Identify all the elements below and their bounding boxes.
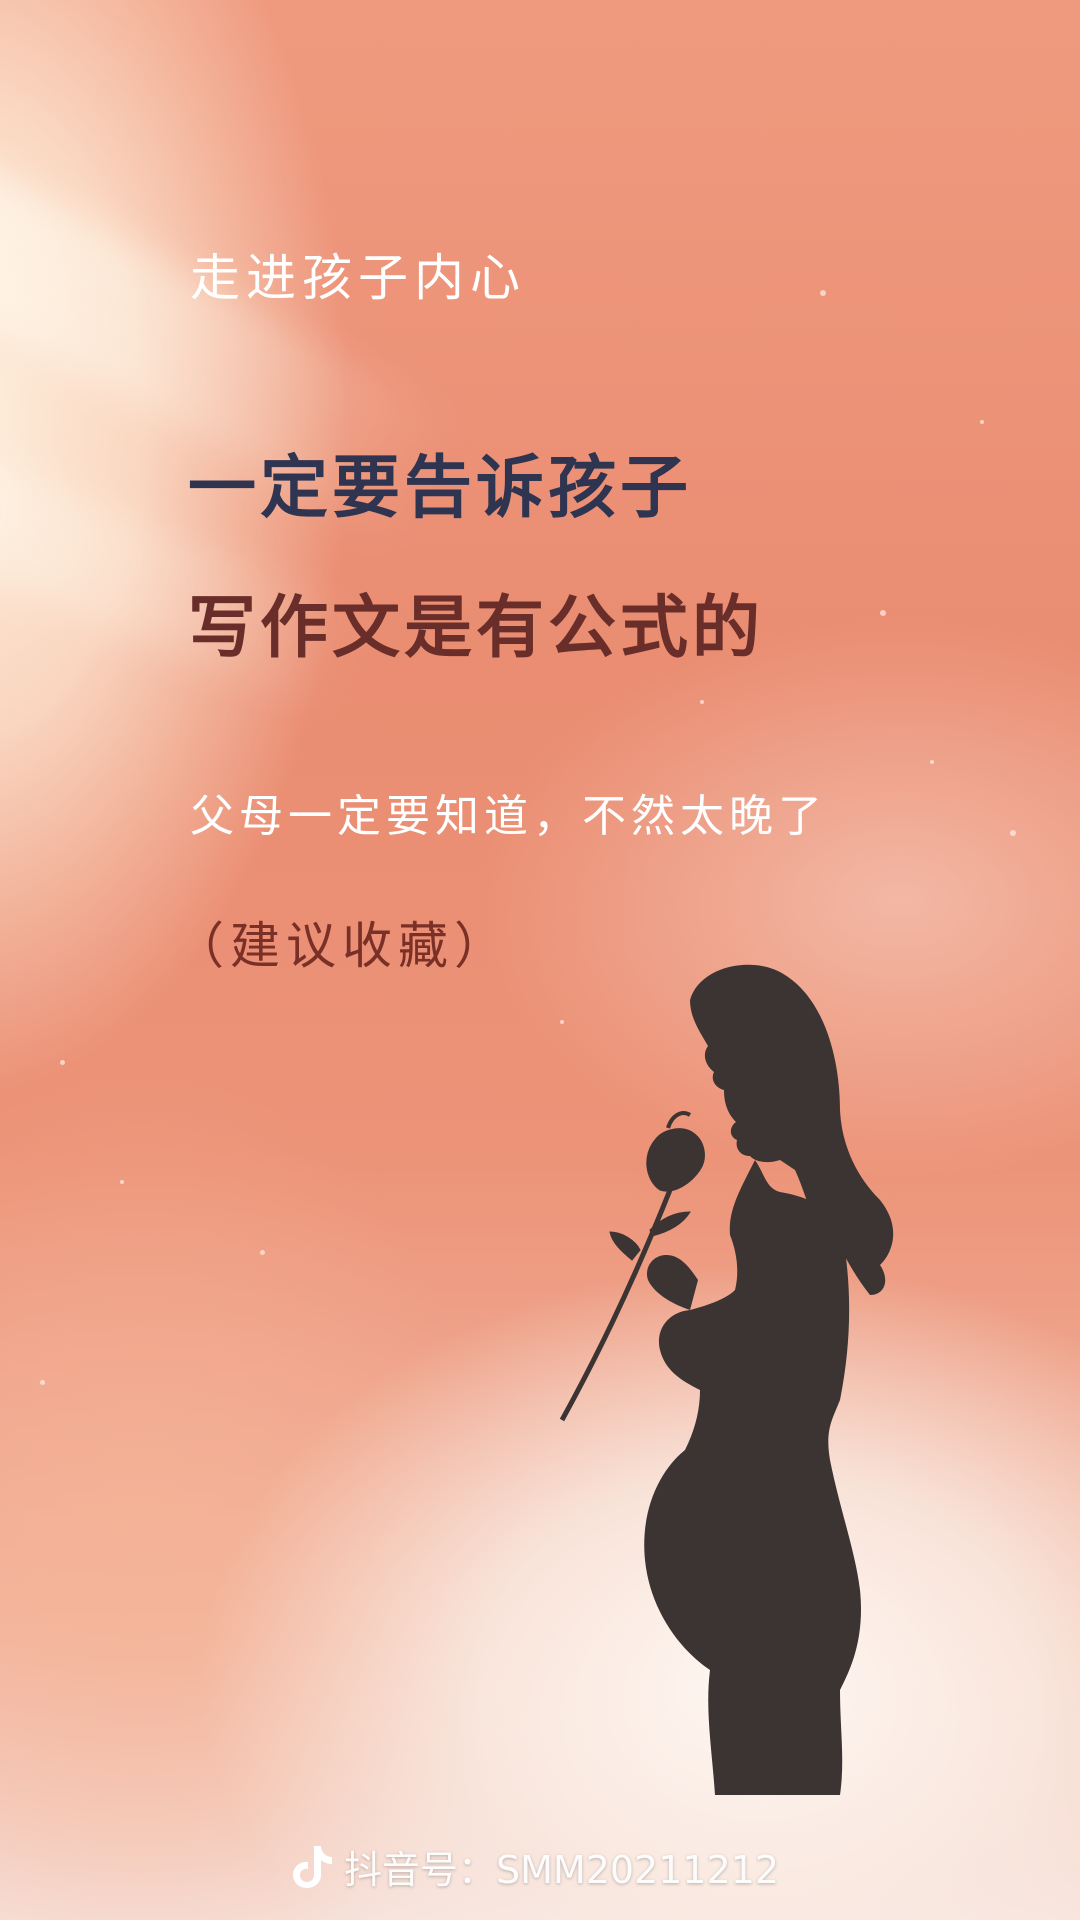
- bookmark-note: （建议收藏）: [174, 917, 510, 975]
- headline-line-1: 一定要告诉孩子: [188, 449, 693, 528]
- poster-subtitle: 走进孩子内心: [190, 249, 526, 307]
- douyin-logo-icon: [293, 1846, 332, 1888]
- account-watermark: 抖音号：SMM20211212: [290, 1838, 779, 1894]
- pregnant-woman-with-rose-silhouette: [559, 964, 894, 1795]
- poster-tagline: 父母一定要知道，不然太晚了: [190, 791, 827, 842]
- headline-line-2: 写作文是有公式的: [188, 589, 765, 668]
- account-id-label: 抖音号：SMM20211212: [344, 1847, 780, 1892]
